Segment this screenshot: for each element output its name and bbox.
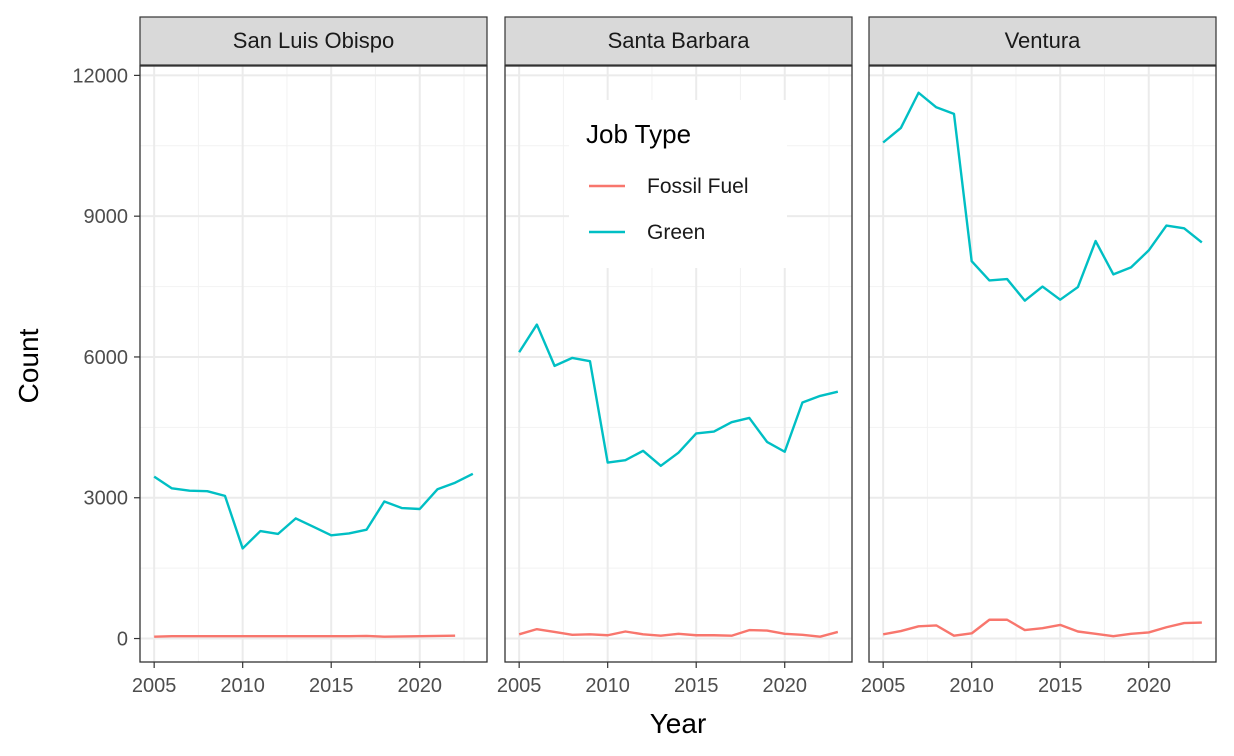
x-tick-label: 2010 <box>585 675 630 697</box>
panel-background <box>140 66 487 662</box>
facet-strip <box>868 16 1217 66</box>
y-axis-title: Count <box>13 328 44 403</box>
facet-panel: San Luis Obispo 2005 2010 2015 2020 0 3000 6000… <box>72 16 488 697</box>
x-tick-label: 2005 <box>497 675 542 697</box>
legend-entries: Fossil Fuel Green <box>589 175 749 244</box>
series-line-fossil-fuel <box>518 627 839 638</box>
x-tick-label: 2010 <box>949 675 994 697</box>
x-tick-label: 2005 <box>861 675 906 697</box>
x-axis-title: Year <box>650 708 707 739</box>
panel-border <box>868 65 1217 663</box>
y-tick-label: 9000 <box>84 206 129 228</box>
x-tick-label: 2020 <box>1126 675 1171 697</box>
series-line-fossil-fuel <box>882 618 1202 638</box>
x-tick-label: 2015 <box>1038 675 1083 697</box>
series-line-green <box>153 472 474 550</box>
legend-background <box>569 100 787 268</box>
y-tick-label: 6000 <box>84 347 129 369</box>
facet-strip <box>504 16 853 66</box>
y-tick-label: 12000 <box>72 65 128 87</box>
facet-strip-label: San Luis Obispo <box>233 28 394 53</box>
facet-panel: Ventura 2005 2010 2015 2020 <box>861 16 1217 697</box>
facet-strip-label: Ventura <box>1005 28 1082 53</box>
x-tick-label: 2015 <box>309 675 354 697</box>
legend-label: Fossil Fuel <box>647 175 749 198</box>
series-line-green <box>518 323 839 468</box>
panel-background <box>869 66 1216 662</box>
facet-panels: San Luis Obispo 2005 2010 2015 2020 0 3000 6000… <box>72 16 1217 697</box>
facet-strip-label: Santa Barbara <box>608 28 751 53</box>
x-tick-label: 2015 <box>674 675 719 697</box>
y-tick-label: 3000 <box>84 488 129 510</box>
legend-label: Green <box>647 221 705 244</box>
y-tick-label: 0 <box>117 629 128 651</box>
x-tick-label: 2010 <box>220 675 265 697</box>
x-tick-label: 2020 <box>397 675 442 697</box>
panel-border <box>504 65 853 663</box>
x-tick-label: 2020 <box>762 675 807 697</box>
panel-border <box>139 65 488 663</box>
series-line-fossil-fuel <box>154 634 456 638</box>
facet-strip <box>139 16 488 66</box>
x-tick-label: 2005 <box>132 675 177 697</box>
legend: Job Type Fossil Fuel Green <box>569 100 787 268</box>
legend-title: Job Type <box>586 119 691 149</box>
series-line-green <box>882 91 1203 302</box>
